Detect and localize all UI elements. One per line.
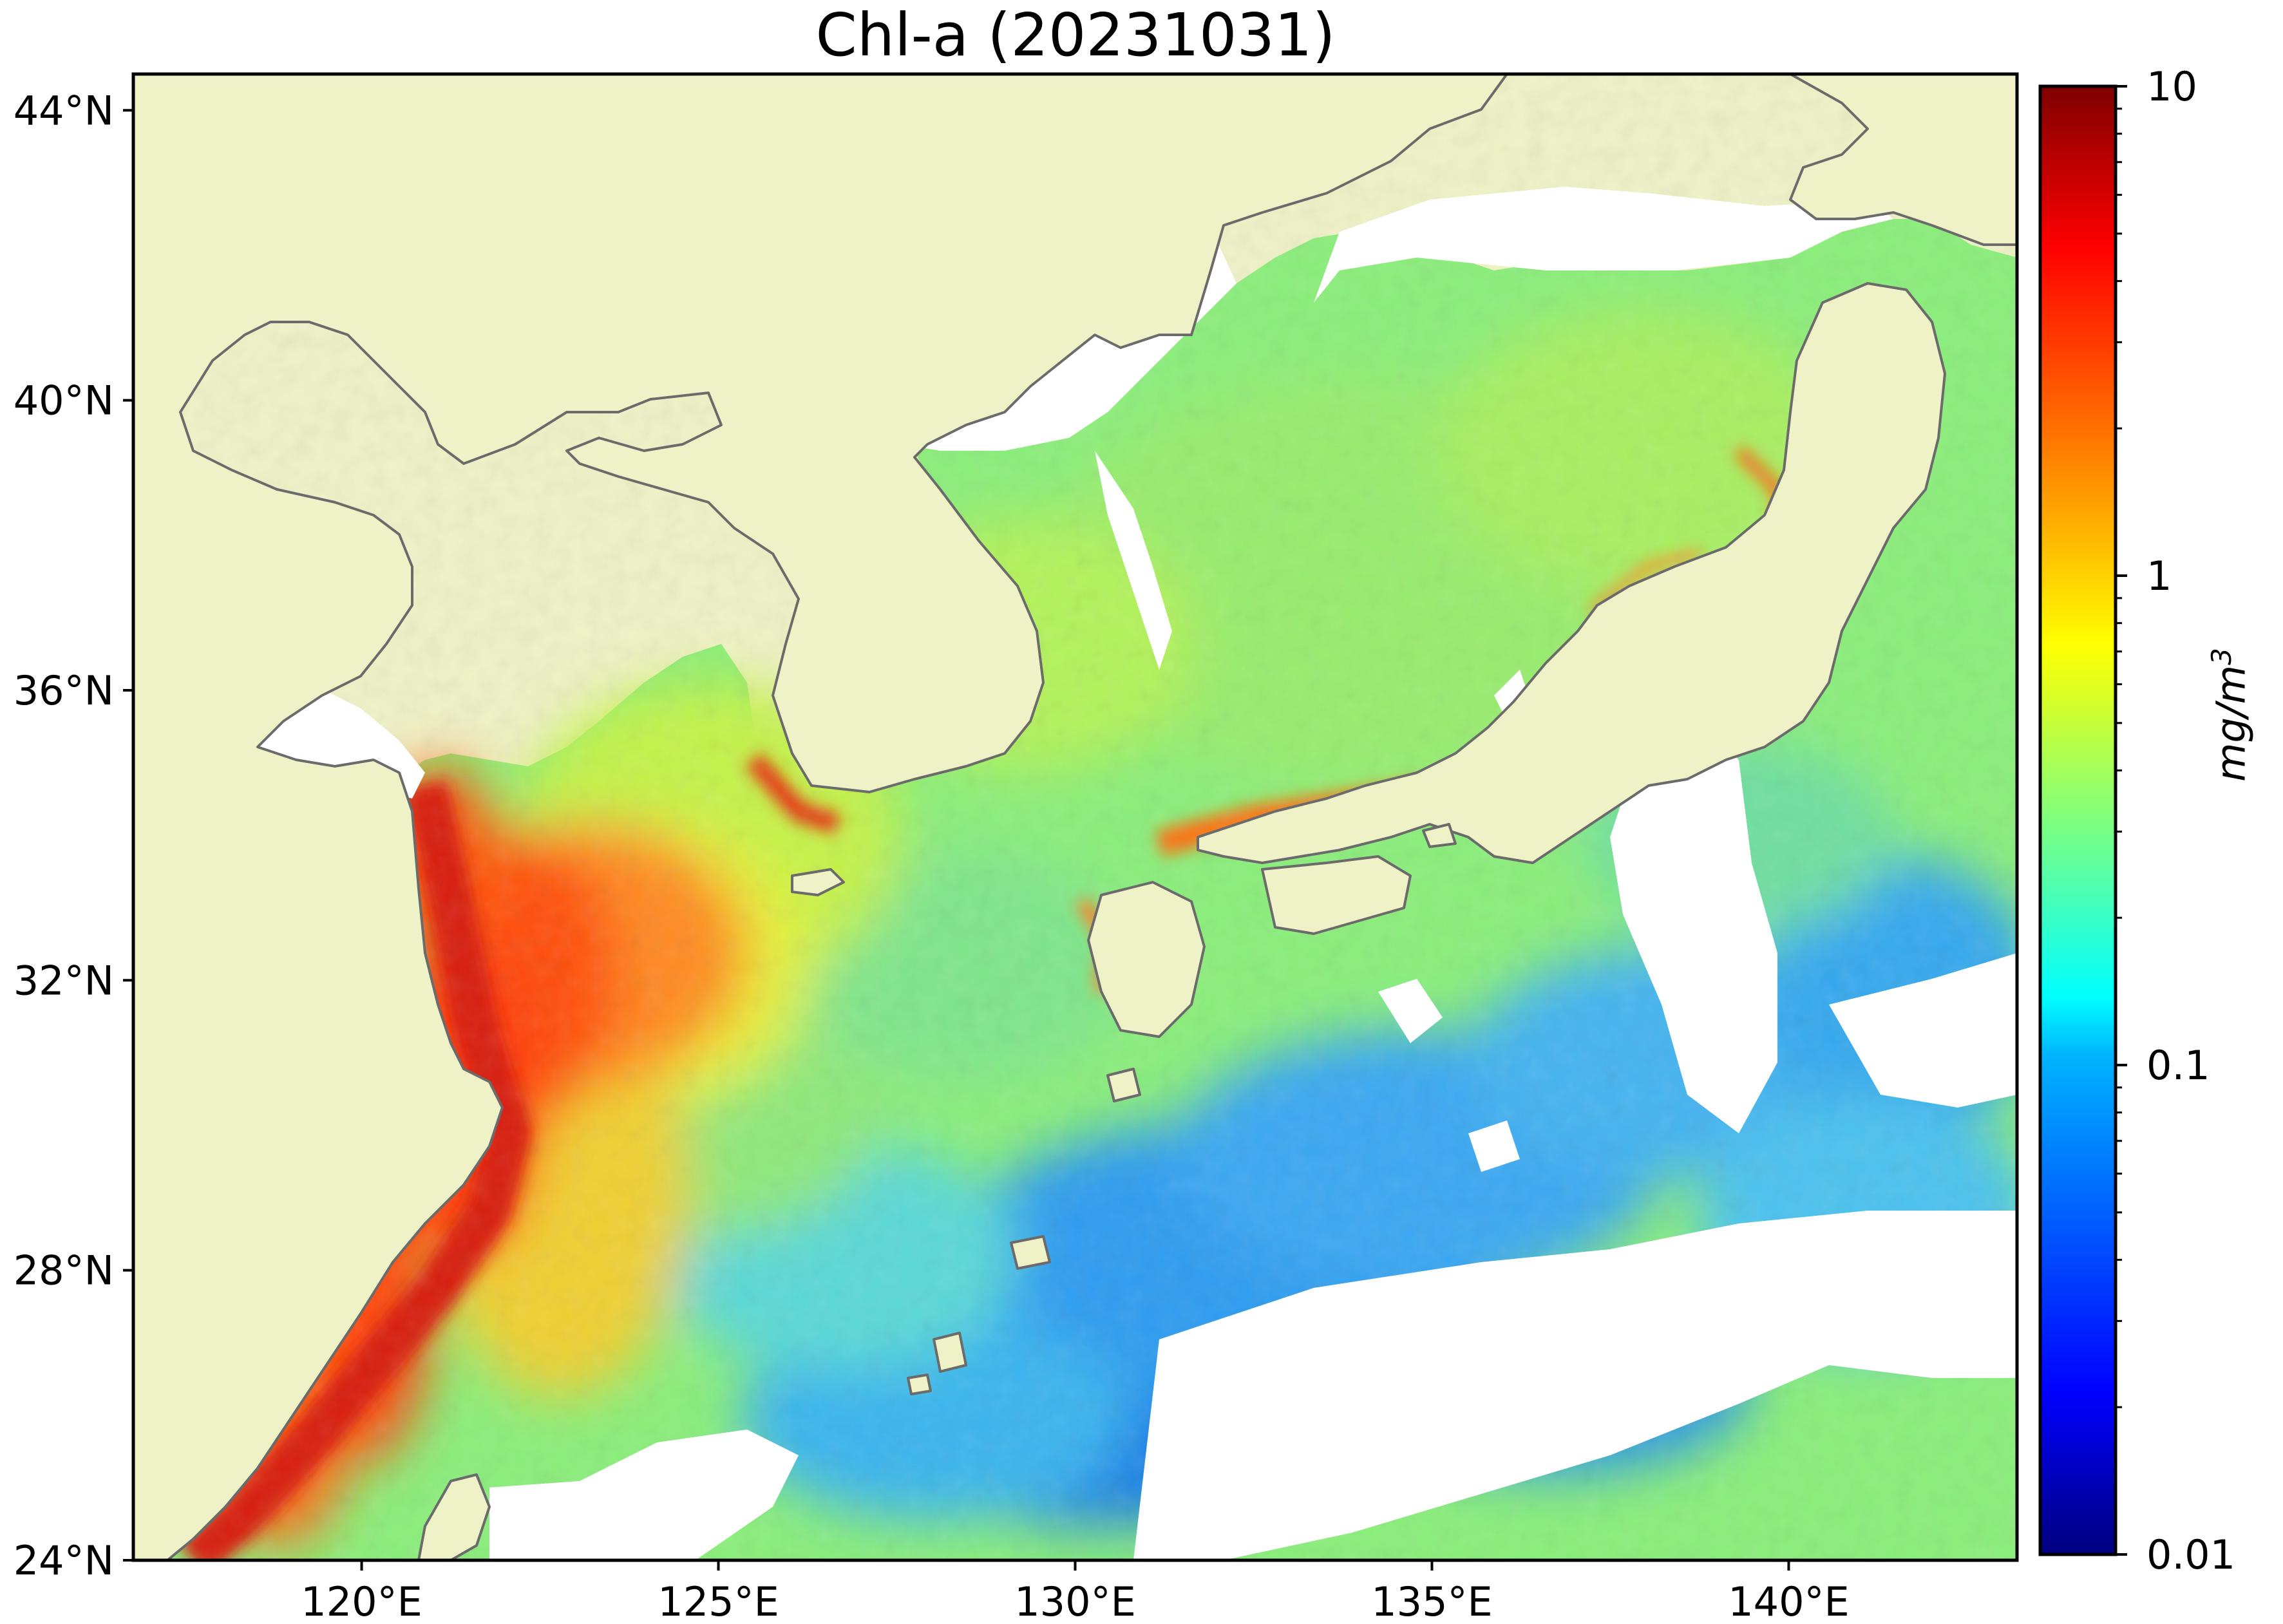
colorbar-tick-label: 0.01: [2146, 1531, 2235, 1578]
lat-tick-label: 40°N: [14, 377, 114, 424]
lon-tick-label: 135°E: [1371, 1578, 1493, 1624]
lon-tick-label: 120°E: [301, 1578, 422, 1624]
asian-mainland: [133, 74, 1508, 1560]
land-masses: [133, 74, 2017, 1560]
hokkaido-island: [1789, 74, 2017, 246]
taiwan-island: [417, 1473, 491, 1560]
colorbar-unit-label: mg/m3: [2196, 644, 2255, 786]
colorbar-tick-label: 1: [2146, 552, 2172, 600]
colorbar-gradient: [2040, 86, 2116, 1554]
lat-tick-label: 24°N: [14, 1537, 114, 1584]
lon-tick-label: 140°E: [1728, 1578, 1850, 1624]
colorbar: 10 1 0.1 0.01: [2038, 63, 2235, 1578]
colorbar-frame: [2038, 84, 2117, 1556]
lon-tick-label: 125°E: [658, 1578, 779, 1624]
lat-tick-label: 28°N: [14, 1247, 114, 1294]
colorbar-unit-base: mg/m: [2207, 665, 2255, 782]
colorbar-tick-label: 0.1: [2146, 1042, 2210, 1089]
map-title: Chl-a (20231031): [815, 1, 1336, 70]
kyushu-island: [1087, 881, 1206, 1038]
lat-tick-label: 36°N: [14, 667, 114, 714]
longitude-axis: 120°E 125°E 130°E 135°E 140°E: [301, 1560, 1850, 1624]
lat-tick-label: 32°N: [14, 957, 114, 1004]
honshu-island: [1197, 282, 1946, 864]
latitude-axis: 44°N 40°N 36°N 32°N 28°N 24°N: [14, 87, 133, 1584]
jeju-island: [791, 868, 845, 896]
lat-tick-label: 44°N: [14, 87, 114, 134]
map-plot-area: [133, 74, 2017, 1560]
colorbar-unit-exponent: 3: [2206, 648, 2237, 665]
lon-tick-label: 130°E: [1014, 1578, 1136, 1624]
colorbar-tick-label: 10: [2146, 63, 2197, 110]
colorbar-ticks: 10 1 0.1 0.01: [2116, 63, 2235, 1578]
shikoku-island: [1261, 855, 1412, 935]
